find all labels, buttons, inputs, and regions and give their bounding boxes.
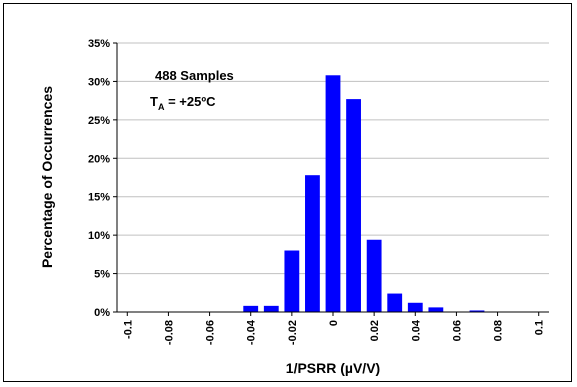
- x-tick-label: -0.1: [122, 320, 134, 339]
- x-tick-labels: -0.1 -0.08 -0.06 -0.04 -0.02 0 0.02 0.04 0.06 0.0…: [122, 312, 546, 345]
- y-tick-label: 0%: [94, 307, 110, 319]
- bars: [243, 75, 485, 312]
- histogram-bar: [325, 75, 341, 312]
- chart-frame: [3, 3, 572, 382]
- x-tick-label: -0.04: [246, 319, 258, 345]
- x-tick-label: 0.1: [534, 320, 546, 335]
- x-tick-label: 0.08: [493, 320, 505, 341]
- histogram-bar: [263, 305, 279, 312]
- histogram-bar: [469, 310, 485, 312]
- x-tick-label: -0.06: [205, 320, 217, 345]
- temperature-annotation: TA = +25ºC: [150, 94, 216, 112]
- y-tick-label: 25%: [88, 115, 110, 127]
- histogram-bar: [346, 99, 361, 312]
- histogram-bar: [387, 293, 403, 312]
- x-axis-label: 1/PSRR (µV/V): [286, 360, 380, 376]
- histogram-bar: [428, 307, 444, 312]
- x-tick-label: -0.02: [287, 320, 299, 345]
- histogram-bar: [407, 302, 423, 312]
- y-tick-label: 35%: [88, 38, 110, 50]
- x-tick-label: 0: [328, 320, 340, 326]
- y-tick-label: 15%: [88, 192, 110, 204]
- y-tick-label: 10%: [88, 230, 110, 242]
- x-tick-label: 0.04: [410, 319, 422, 341]
- x-tick-label: -0.08: [163, 320, 175, 345]
- y-tick-label: 5%: [94, 269, 110, 281]
- x-tick-label: 0.06: [451, 320, 463, 341]
- y-tick-label: 30%: [88, 76, 110, 88]
- histogram-bar: [366, 239, 382, 312]
- histogram-bar: [305, 175, 320, 312]
- histogram-bar: [243, 305, 259, 312]
- x-tick-label: 0.02: [369, 320, 381, 341]
- samples-annotation: 488 Samples: [155, 68, 234, 83]
- y-axis-label: Percentage of Occurrences: [39, 86, 55, 268]
- histogram-bar: [284, 250, 300, 312]
- y-tick-label: 20%: [88, 153, 110, 165]
- y-tick-labels: 0% 5% 10% 15% 20% 25% 30% 35%: [88, 38, 117, 319]
